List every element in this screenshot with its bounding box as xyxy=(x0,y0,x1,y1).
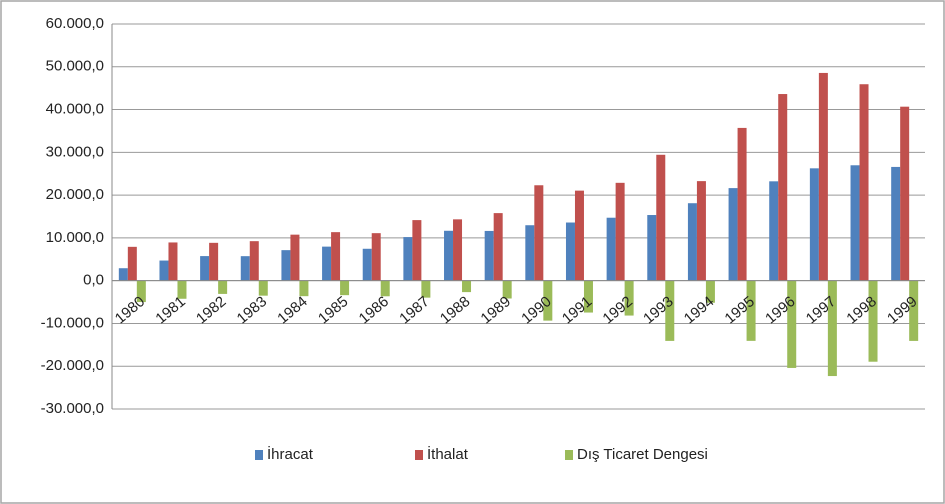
bar xyxy=(647,215,657,281)
bar xyxy=(525,225,535,281)
legend-swatch xyxy=(565,450,573,460)
bar xyxy=(827,280,837,377)
bar xyxy=(574,190,584,281)
bar xyxy=(484,230,494,281)
bar xyxy=(859,84,869,281)
bar xyxy=(380,280,390,297)
bar xyxy=(299,280,309,297)
bar xyxy=(705,280,715,303)
bar xyxy=(891,166,901,281)
bar xyxy=(850,165,860,281)
bar xyxy=(696,181,706,281)
legend-label: Dış Ticaret Dengesi xyxy=(577,446,708,463)
bar xyxy=(728,188,738,281)
bar xyxy=(249,241,259,281)
bar xyxy=(606,217,616,281)
bar xyxy=(656,154,666,281)
bar xyxy=(909,280,919,341)
bar xyxy=(127,246,137,281)
bar xyxy=(687,203,697,281)
bar xyxy=(502,280,512,299)
bar xyxy=(331,232,341,281)
bar xyxy=(421,280,431,298)
bar xyxy=(615,182,625,281)
bar xyxy=(737,127,747,281)
bar xyxy=(362,248,372,281)
y-tick-label: 0,0 xyxy=(83,272,104,289)
bar xyxy=(258,280,268,296)
y-tick-label: 40.000,0 xyxy=(46,101,104,118)
bar xyxy=(209,242,219,281)
y-tick-label: -10.000,0 xyxy=(41,314,104,331)
bar xyxy=(340,280,350,296)
bar xyxy=(493,213,503,281)
bar xyxy=(868,280,878,362)
bar xyxy=(281,250,291,281)
bar xyxy=(809,168,819,281)
bar xyxy=(177,280,187,299)
y-tick-label: -20.000,0 xyxy=(41,357,104,374)
y-tick-label: 10.000,0 xyxy=(46,229,104,246)
bar xyxy=(240,256,250,281)
bar xyxy=(322,246,332,281)
bar xyxy=(746,280,756,341)
bar xyxy=(444,230,454,281)
legend-label: İthalat xyxy=(427,445,469,463)
bar xyxy=(818,72,828,281)
bar xyxy=(136,280,146,303)
legend-swatch xyxy=(255,450,263,460)
y-tick-label: 20.000,0 xyxy=(46,186,104,203)
bar xyxy=(787,280,797,368)
bar xyxy=(769,181,779,281)
bar xyxy=(218,280,228,294)
bar xyxy=(778,94,788,281)
bar xyxy=(200,256,210,281)
bar xyxy=(565,222,575,281)
bar xyxy=(118,268,128,281)
legend-swatch xyxy=(415,450,423,460)
legend-label: İhracat xyxy=(267,445,314,463)
bar xyxy=(900,106,910,281)
bar xyxy=(665,280,675,341)
bar xyxy=(453,219,463,281)
bar xyxy=(168,242,178,281)
y-tick-label: 50.000,0 xyxy=(46,58,104,75)
bar xyxy=(290,234,300,281)
bar xyxy=(412,220,422,281)
bar xyxy=(543,280,553,321)
bar xyxy=(403,237,413,281)
y-tick-label: 30.000,0 xyxy=(46,143,104,160)
bar xyxy=(159,260,169,281)
bar xyxy=(371,233,381,281)
bar xyxy=(624,280,634,316)
bar xyxy=(462,280,472,293)
y-tick-label: -30.000,0 xyxy=(41,400,104,417)
y-tick-label: 60.000,0 xyxy=(46,15,104,32)
bar xyxy=(534,185,544,281)
bar xyxy=(583,280,593,313)
